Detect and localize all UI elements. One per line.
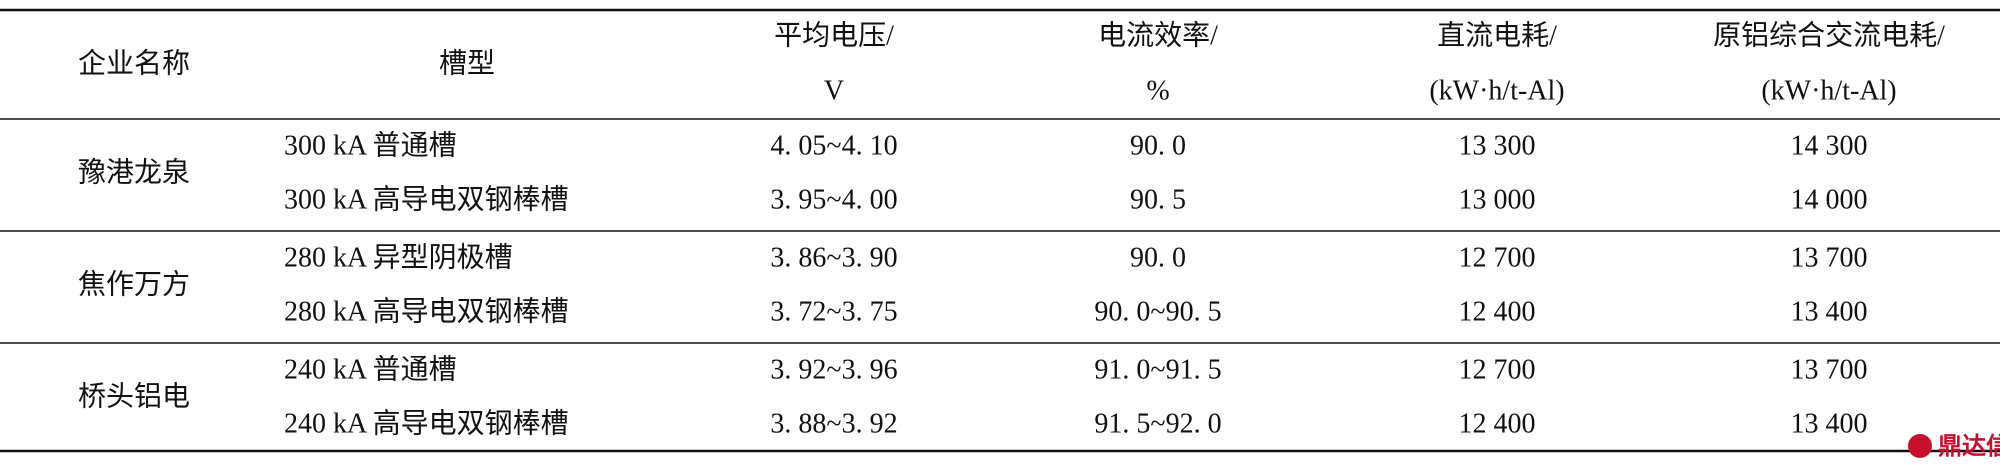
cell: 3. 95~4. 00 bbox=[770, 184, 897, 215]
cell: 13 700 bbox=[1791, 242, 1868, 273]
cell: 90. 0~90. 5 bbox=[1094, 296, 1221, 327]
header-cell: % bbox=[1146, 75, 1169, 106]
cell: 13 700 bbox=[1791, 354, 1868, 385]
cell: 4. 05~4. 10 bbox=[770, 130, 897, 161]
header-cell: 企业名称 bbox=[78, 47, 190, 79]
cell: 12 400 bbox=[1459, 408, 1536, 439]
header-cell: 电流效率/ bbox=[1098, 19, 1218, 51]
cell: 91. 5~92. 0 bbox=[1094, 408, 1221, 439]
cell: 300 kA 普通槽 bbox=[284, 129, 457, 161]
cell: 280 kA 异型阴极槽 bbox=[284, 241, 513, 273]
cell: 91. 0~91. 5 bbox=[1094, 354, 1221, 385]
cell: 13 000 bbox=[1459, 184, 1536, 215]
cell: 13 400 bbox=[1791, 296, 1868, 327]
cell: 14 000 bbox=[1791, 184, 1868, 215]
cell: 300 kA 高导电双钢棒槽 bbox=[284, 183, 569, 215]
cell: 12 400 bbox=[1459, 296, 1536, 327]
header-cell: V bbox=[824, 75, 844, 106]
header-cell: 原铝综合交流电耗/ bbox=[1713, 19, 1945, 51]
header-cell: (kW·h/t-Al) bbox=[1429, 75, 1564, 106]
watermark: 鼎达信 bbox=[1938, 432, 2000, 460]
cell: 240 kA 普通槽 bbox=[284, 353, 457, 385]
cell: 240 kA 高导电双钢棒槽 bbox=[284, 407, 569, 439]
watermark-logo bbox=[1908, 434, 1932, 458]
cell: 90. 0 bbox=[1130, 242, 1186, 273]
company-name: 焦作万方 bbox=[78, 268, 190, 300]
header-cell: 平均电压/ bbox=[774, 19, 894, 51]
cell: 12 700 bbox=[1459, 242, 1536, 273]
header-cell: 直流电耗/ bbox=[1437, 19, 1557, 51]
cell: 3. 72~3. 75 bbox=[770, 296, 897, 327]
cell: 3. 88~3. 92 bbox=[770, 408, 897, 439]
company-name: 桥头铝电 bbox=[78, 380, 190, 412]
header-cell: (kW·h/t-Al) bbox=[1761, 75, 1896, 106]
cell: 3. 92~3. 96 bbox=[770, 354, 897, 385]
header-cell: 槽型 bbox=[439, 47, 495, 79]
cell: 90. 0 bbox=[1130, 130, 1186, 161]
company-name: 豫港龙泉 bbox=[78, 156, 190, 188]
cell: 14 300 bbox=[1791, 130, 1868, 161]
cell: 280 kA 高导电双钢棒槽 bbox=[284, 295, 569, 327]
cell: 3. 86~3. 90 bbox=[770, 242, 897, 273]
cell: 13 300 bbox=[1459, 130, 1536, 161]
cell: 13 400 bbox=[1791, 408, 1868, 439]
cell: 90. 5 bbox=[1130, 184, 1186, 215]
cell: 12 700 bbox=[1459, 354, 1536, 385]
